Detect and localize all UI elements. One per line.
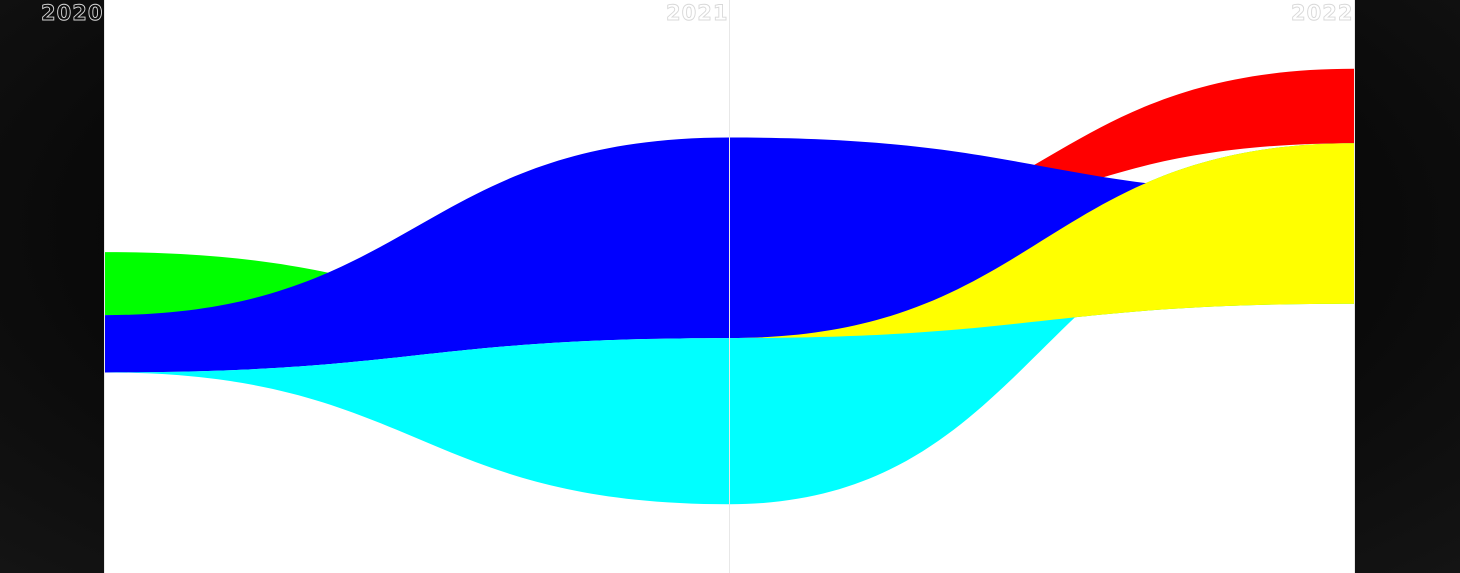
year-dividers bbox=[104, 0, 1355, 573]
year-label-2020: 2020 bbox=[41, 1, 103, 25]
series-area-1 bbox=[104, 68, 1355, 402]
year-label-2022: 2022 bbox=[1291, 1, 1353, 25]
year-label-2021: 2021 bbox=[666, 1, 728, 25]
series-area-5 bbox=[104, 143, 1355, 373]
year-labels: 2020 2021 2022 bbox=[41, 1, 1353, 26]
